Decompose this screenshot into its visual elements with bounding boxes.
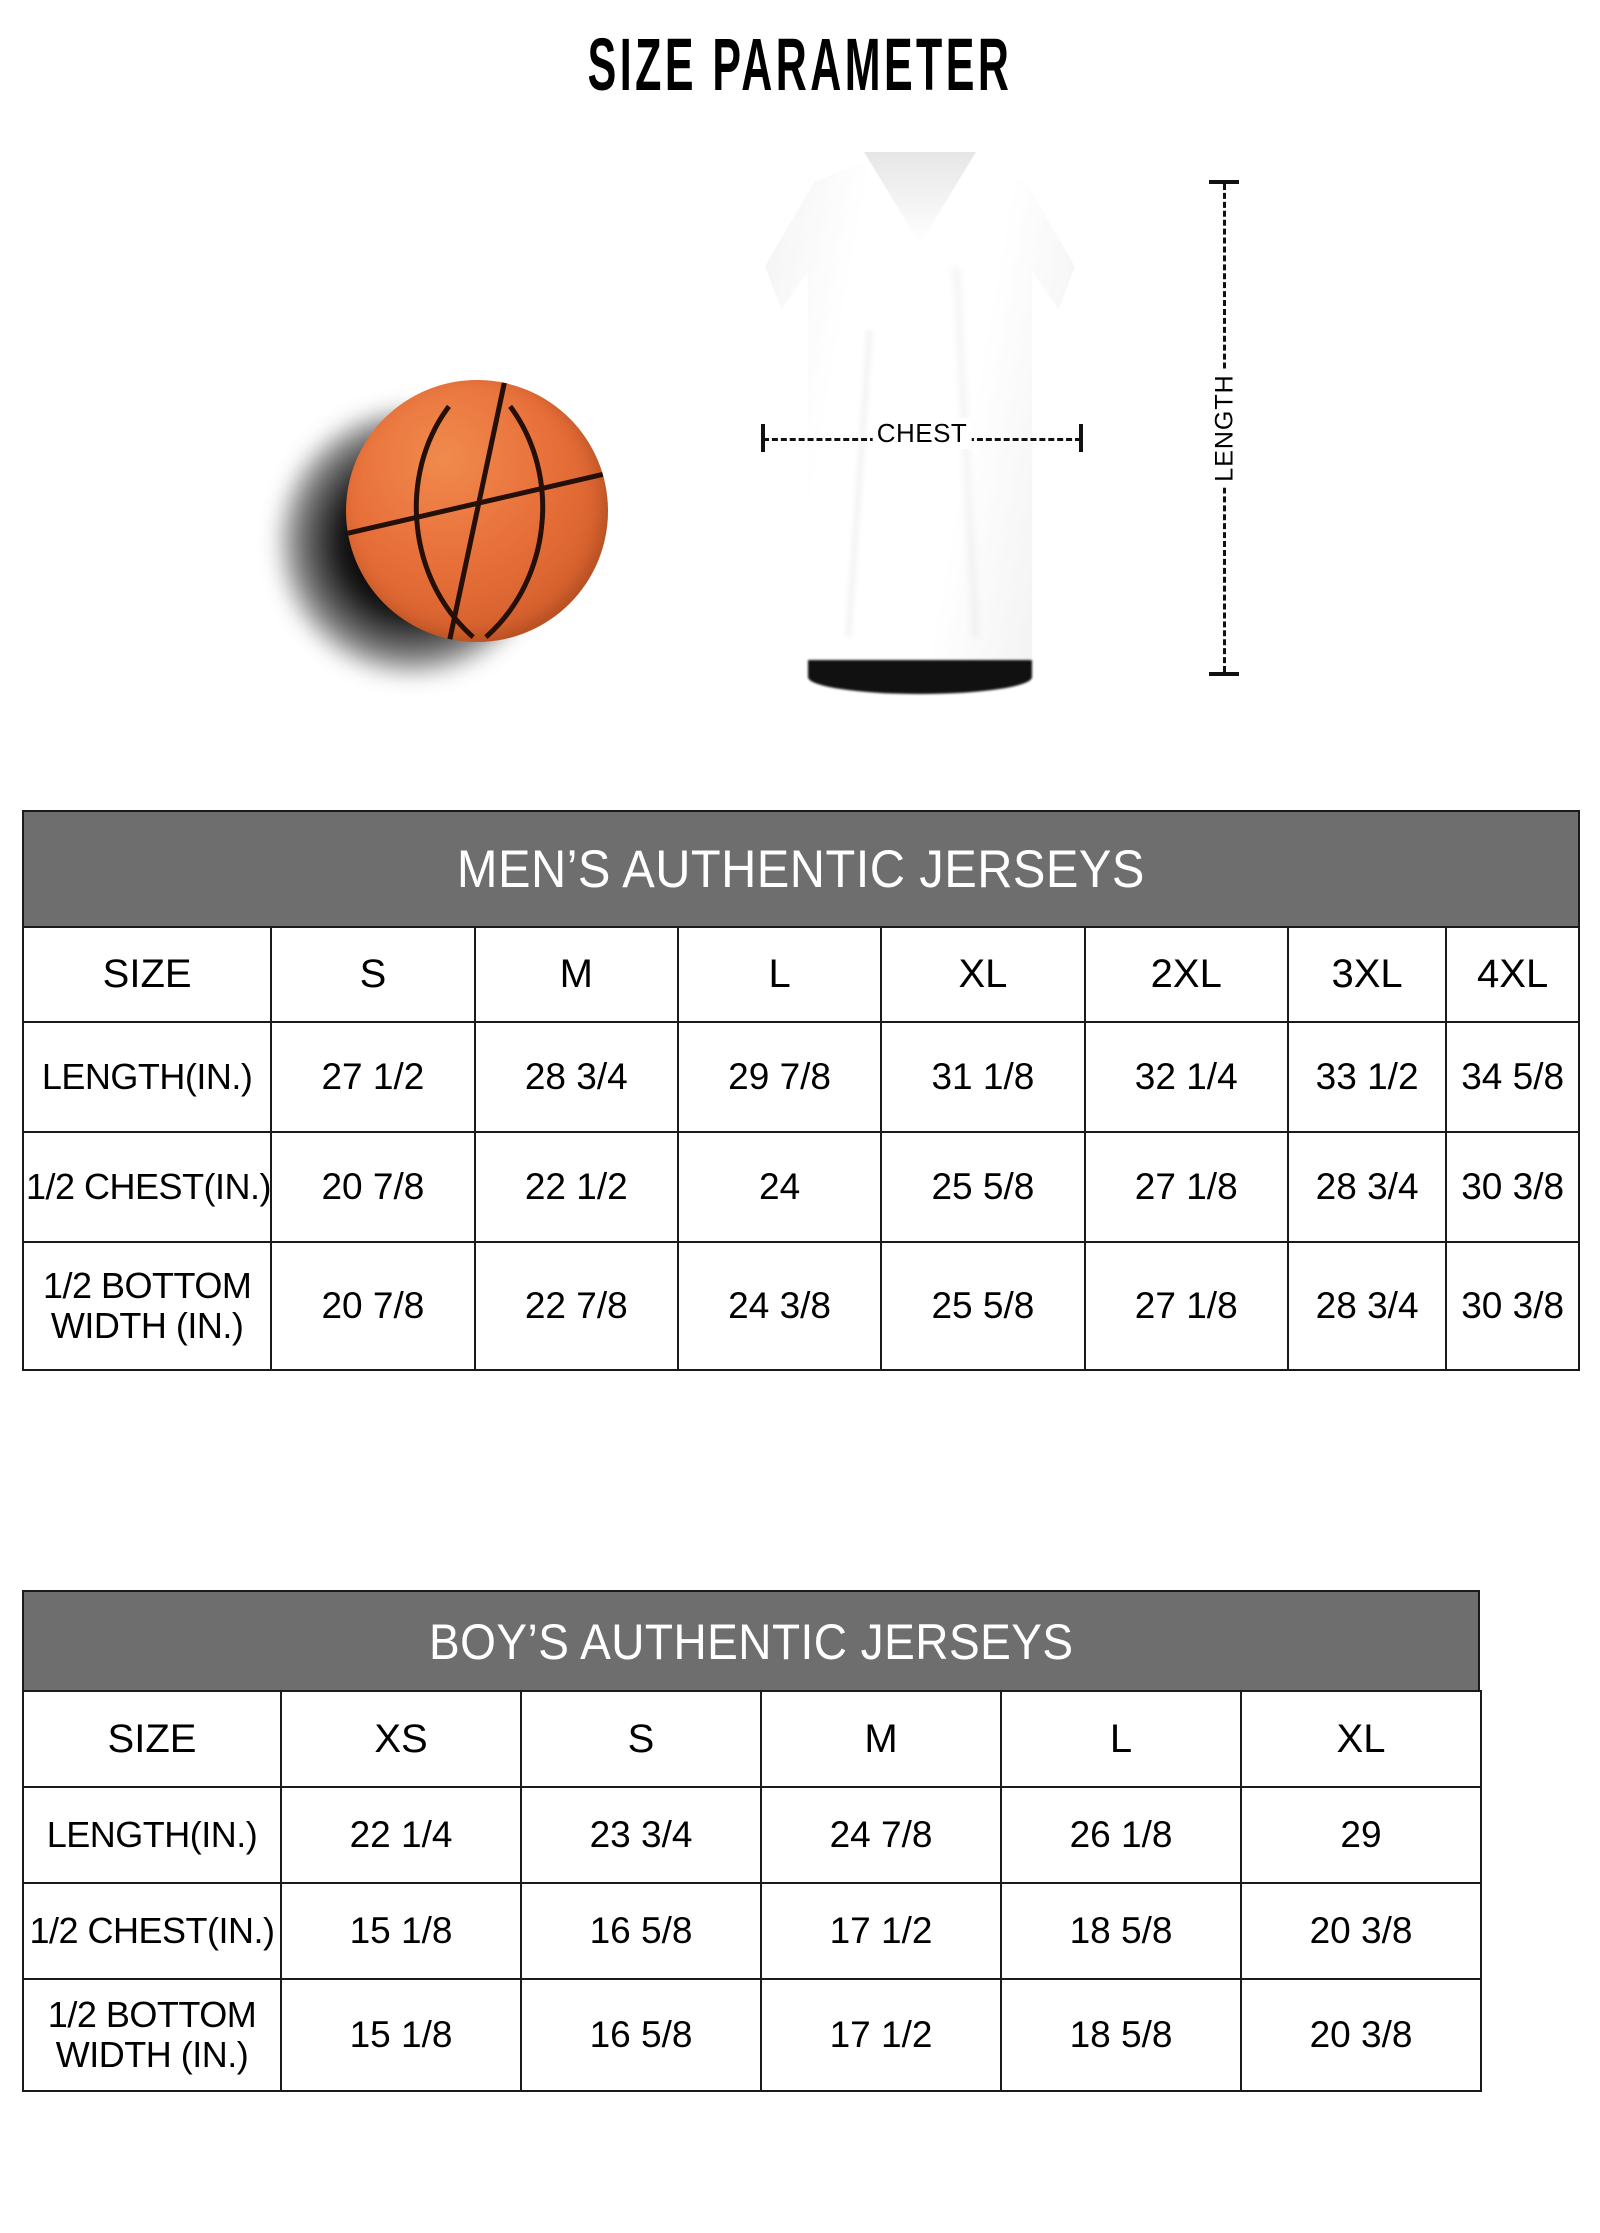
boys-bottom-m: 17 1/2 — [760, 1978, 1002, 2092]
boys-length-xs: 22 1/4 — [280, 1786, 522, 1884]
mens-table-banner: MEN’S AUTHENTIC JERSEYS — [22, 810, 1580, 926]
boys-col-header-m: M — [760, 1690, 1002, 1788]
mens-col-header-s: S — [270, 926, 476, 1023]
mens-row-label-bottom-width: 1/2 BOTTOM WIDTH (IN.) — [21, 1241, 273, 1371]
boys-col-header-l: L — [1000, 1690, 1242, 1788]
mens-bottom-xl: 25 5/8 — [880, 1241, 1086, 1371]
mens-row-label-bottom-width-line1: 1/2 BOTTOM — [42, 1264, 252, 1306]
boys-table-banner: BOY’S AUTHENTIC JERSEYS — [22, 1590, 1480, 1690]
table-row: LENGTH(IN.) 27 1/2 28 3/4 29 7/8 31 1/8 … — [21, 1021, 1580, 1133]
boys-row-label-length: LENGTH(IN.) — [22, 1786, 282, 1884]
mens-bottom-s: 20 7/8 — [270, 1241, 476, 1371]
basketball-icon — [278, 380, 620, 676]
length-label: LENGTH — [1206, 368, 1244, 488]
mens-size-table-block: MEN’S AUTHENTIC JERSEYS SIZE S M L XL 2X… — [21, 810, 1580, 1371]
boys-col-header-size: SIZE — [22, 1690, 282, 1788]
boys-row-label-bottom-width-line2: WIDTH (IN.) — [55, 2034, 249, 2075]
mens-row-label-bottom-width-line2: WIDTH (IN.) — [50, 1305, 244, 1346]
boys-chest-xs: 15 1/8 — [280, 1882, 522, 1980]
mens-col-header-3xl: 3XL — [1286, 926, 1448, 1023]
mens-chest-m: 22 1/2 — [473, 1131, 679, 1243]
mens-col-header-4xl: 4XL — [1445, 926, 1580, 1023]
mens-col-header-size: SIZE — [21, 926, 273, 1023]
mens-length-4xl: 34 5/8 — [1445, 1021, 1580, 1133]
length-cap-bottom — [1209, 672, 1239, 676]
boys-chest-s: 16 5/8 — [520, 1882, 762, 1980]
mens-length-m: 28 3/4 — [473, 1021, 679, 1133]
mens-bottom-4xl: 30 3/8 — [1445, 1241, 1580, 1371]
boys-bottom-l: 18 5/8 — [1000, 1978, 1242, 2092]
boys-row-label-bottom-width-line1: 1/2 BOTTOM — [47, 1993, 257, 2035]
mens-size-table: SIZE S M L XL 2XL 3XL 4XL LENGTH(IN.) 27… — [21, 926, 1580, 1371]
length-cap-top — [1209, 180, 1239, 184]
boys-col-header-s: S — [520, 1690, 762, 1788]
boys-row-label-bottom-width: 1/2 BOTTOM WIDTH (IN.) — [22, 1978, 282, 2092]
mens-chest-4xl: 30 3/8 — [1445, 1131, 1580, 1243]
boys-chest-m: 17 1/2 — [760, 1882, 1002, 1980]
mens-col-header-m: M — [473, 926, 679, 1023]
table-row: LENGTH(IN.) 22 1/4 23 3/4 24 7/8 26 1/8 … — [22, 1786, 1482, 1884]
table-row: SIZE S M L XL 2XL 3XL 4XL — [21, 926, 1580, 1023]
mens-length-3xl: 33 1/2 — [1286, 1021, 1448, 1133]
illustration-band: CHEST LENGTH — [0, 150, 1600, 770]
jersey-hem-shadow — [807, 660, 1033, 694]
mens-length-l: 29 7/8 — [676, 1021, 883, 1133]
boys-table-banner-label: BOY’S AUTHENTIC JERSEYS — [428, 1614, 1074, 1670]
mens-chest-3xl: 28 3/4 — [1286, 1131, 1448, 1243]
mens-chest-2xl: 27 1/8 — [1083, 1131, 1289, 1243]
mens-bottom-2xl: 27 1/8 — [1083, 1241, 1289, 1371]
boys-size-table: SIZE XS S M L XL LENGTH(IN.) 22 1/4 23 3… — [22, 1690, 1482, 2092]
chest-measurement-line: CHEST — [757, 418, 1087, 452]
mens-chest-s: 20 7/8 — [270, 1131, 476, 1243]
mens-row-label-length: LENGTH(IN.) — [21, 1021, 273, 1133]
mens-chest-xl: 25 5/8 — [880, 1131, 1086, 1243]
boys-length-m: 24 7/8 — [760, 1786, 1002, 1884]
mens-col-header-xl: XL — [880, 926, 1086, 1023]
mens-length-s: 27 1/2 — [270, 1021, 476, 1133]
mens-bottom-m: 22 7/8 — [473, 1241, 679, 1371]
boys-row-label-half-chest: 1/2 CHEST(IN.) — [22, 1882, 282, 1980]
boys-length-l: 26 1/8 — [1000, 1786, 1242, 1884]
boys-chest-xl: 20 3/8 — [1240, 1882, 1482, 1980]
boys-bottom-xs: 15 1/8 — [280, 1978, 522, 2092]
boys-length-xl: 29 — [1240, 1786, 1482, 1884]
table-row: 1/2 BOTTOM WIDTH (IN.) 15 1/8 16 5/8 17 … — [22, 1978, 1482, 2092]
boys-bottom-s: 16 5/8 — [520, 1978, 762, 2092]
mens-chest-l: 24 — [676, 1131, 883, 1243]
table-row: 1/2 BOTTOM WIDTH (IN.) 20 7/8 22 7/8 24 … — [21, 1241, 1580, 1371]
mens-length-xl: 31 1/8 — [880, 1021, 1086, 1133]
boys-col-header-xl: XL — [1240, 1690, 1482, 1788]
table-row: 1/2 CHEST(IN.) 20 7/8 22 1/2 24 25 5/8 2… — [21, 1131, 1580, 1243]
boys-chest-l: 18 5/8 — [1000, 1882, 1242, 1980]
boys-bottom-xl: 20 3/8 — [1240, 1978, 1482, 2092]
mens-length-2xl: 32 1/4 — [1083, 1021, 1289, 1133]
length-measurement-line: LENGTH — [1195, 178, 1255, 678]
page-title: SIZE PARAMETER — [587, 23, 1013, 106]
table-row: 1/2 CHEST(IN.) 15 1/8 16 5/8 17 1/2 18 5… — [22, 1882, 1482, 1980]
mens-bottom-3xl: 28 3/4 — [1286, 1241, 1448, 1371]
mens-table-banner-label: MEN’S AUTHENTIC JERSEYS — [457, 840, 1145, 899]
mens-col-header-2xl: 2XL — [1083, 926, 1289, 1023]
mens-bottom-l: 24 3/8 — [676, 1241, 883, 1371]
jersey-icon — [755, 150, 1085, 694]
boys-col-header-xs: XS — [280, 1690, 522, 1788]
mens-col-header-l: L — [676, 926, 883, 1023]
basketball-sphere — [346, 380, 608, 642]
boys-length-s: 23 3/4 — [520, 1786, 762, 1884]
table-row: SIZE XS S M L XL — [22, 1690, 1482, 1788]
chest-cap-right — [1079, 424, 1083, 452]
boys-size-table-block: BOY’S AUTHENTIC JERSEYS SIZE XS S M L XL… — [22, 1590, 1482, 2092]
chest-label: CHEST — [872, 418, 972, 449]
mens-row-label-half-chest: 1/2 CHEST(IN.) — [21, 1131, 273, 1243]
